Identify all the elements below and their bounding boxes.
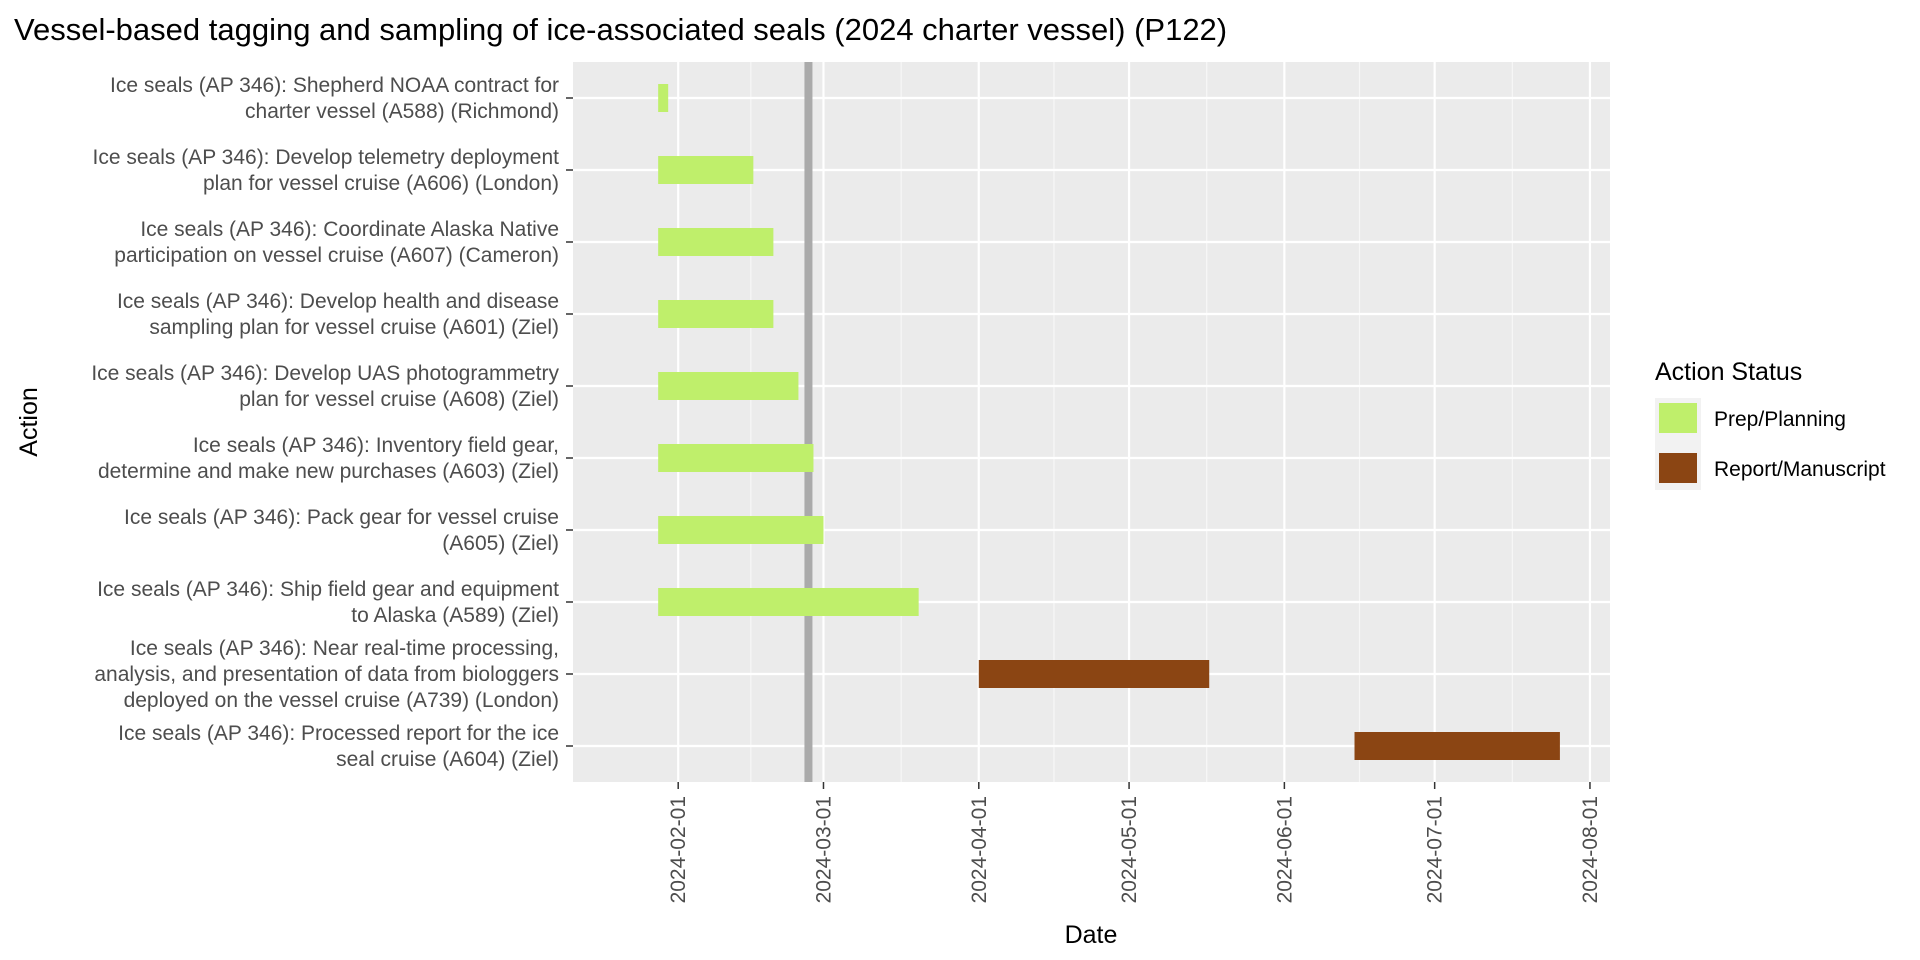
y-tick-label: Ice seals (AP 346): Coordinate Alaska Na… bbox=[140, 218, 559, 241]
task-bar bbox=[658, 588, 919, 616]
y-tick-label: plan for vessel cruise (A606) (London) bbox=[203, 172, 559, 195]
y-tick-label: deployed on the vessel cruise (A739) (Lo… bbox=[124, 689, 559, 712]
legend-swatch-prep-planning bbox=[1659, 403, 1697, 433]
y-tick-label: to Alaska (A589) (Ziel) bbox=[351, 604, 559, 627]
y-tick-label: Ice seals (AP 346): Pack gear for vessel… bbox=[124, 506, 559, 529]
task-bars bbox=[658, 84, 1560, 760]
y-tick-label: Ice seals (AP 346): Processed report for… bbox=[118, 722, 559, 745]
legend-label-report-manuscript: Report/Manuscript bbox=[1714, 458, 1886, 481]
task-bar bbox=[658, 516, 824, 544]
y-axis: Ice seals (AP 346): Shepherd NOAA contra… bbox=[91, 74, 573, 771]
y-tick-label: Ice seals (AP 346): Shepherd NOAA contra… bbox=[110, 74, 559, 97]
y-tick-label: determine and make new purchases (A603) … bbox=[98, 460, 559, 483]
legend-title: Action Status bbox=[1655, 358, 1802, 386]
x-tick-label: 2024-04-01 bbox=[968, 796, 991, 903]
y-tick-label: Ice seals (AP 346): Ship field gear and … bbox=[97, 578, 559, 601]
task-bar bbox=[658, 228, 774, 256]
legend-label-prep-planning: Prep/Planning bbox=[1714, 408, 1846, 431]
y-axis-title: Action bbox=[15, 387, 43, 456]
today-marker-line bbox=[804, 62, 813, 782]
y-tick-label: Ice seals (AP 346): Near real-time proce… bbox=[130, 637, 559, 660]
task-bar bbox=[658, 300, 774, 328]
x-tick-label: 2024-06-01 bbox=[1273, 796, 1296, 903]
task-bar bbox=[658, 444, 814, 472]
x-tick-label: 2024-02-01 bbox=[667, 796, 690, 903]
legend: Action Status Prep/Planning Report/Manus… bbox=[1655, 358, 1886, 490]
y-tick-label: seal cruise (A604) (Ziel) bbox=[336, 748, 559, 771]
y-tick-label: Ice seals (AP 346): Develop health and d… bbox=[117, 290, 559, 313]
y-tick-label: Ice seals (AP 346): Develop telemetry de… bbox=[92, 146, 559, 169]
task-bar bbox=[658, 156, 754, 184]
task-bar bbox=[1354, 732, 1560, 760]
task-bar bbox=[978, 660, 1210, 688]
chart-title: Vessel-based tagging and sampling of ice… bbox=[14, 12, 1227, 47]
x-axis: 2024-02-01 2024-03-01 2024-04-01 2024-05-01… bbox=[667, 782, 1602, 903]
y-tick-label: (A605) (Ziel) bbox=[442, 532, 559, 555]
x-tick-label: 2024-03-01 bbox=[812, 796, 835, 903]
y-tick-label: Ice seals (AP 346): Inventory field gear… bbox=[193, 434, 559, 457]
task-bar bbox=[658, 372, 799, 400]
y-tick-label: charter vessel (A588) (Richmond) bbox=[245, 100, 559, 123]
x-axis-title: Date bbox=[1065, 921, 1118, 949]
y-tick-label: analysis, and presentation of data from … bbox=[94, 663, 559, 686]
task-bar bbox=[658, 84, 669, 112]
y-tick-label: participation on vessel cruise (A607) (C… bbox=[114, 244, 559, 267]
y-tick-label: Ice seals (AP 346): Develop UAS photogra… bbox=[91, 362, 559, 385]
x-tick-label: 2024-08-01 bbox=[1579, 796, 1602, 903]
y-tick-label: plan for vessel cruise (A608) (Ziel) bbox=[239, 388, 559, 411]
legend-swatch-report-manuscript bbox=[1659, 453, 1697, 483]
x-tick-label: 2024-07-01 bbox=[1424, 796, 1447, 903]
y-tick-label: sampling plan for vessel cruise (A601) (… bbox=[149, 316, 559, 339]
x-tick-label: 2024-05-01 bbox=[1118, 796, 1141, 903]
